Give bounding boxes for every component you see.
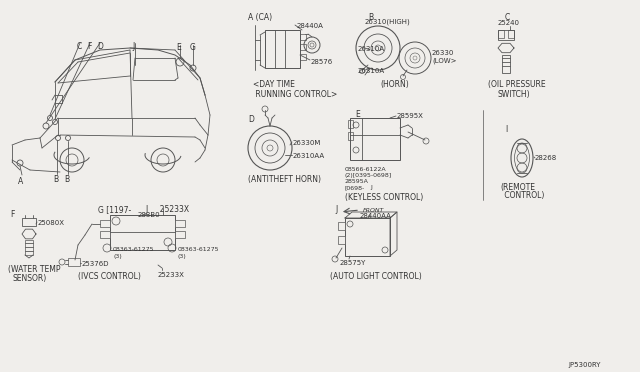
Text: (3): (3) xyxy=(178,254,187,259)
Text: G: G xyxy=(190,43,196,52)
Text: 26330M: 26330M xyxy=(293,140,321,146)
Text: (IVCS CONTROL): (IVCS CONTROL) xyxy=(78,272,141,281)
Text: 25080X: 25080X xyxy=(38,220,65,226)
Text: 26310AA: 26310AA xyxy=(293,153,325,159)
Text: F: F xyxy=(87,42,92,51)
Text: J: J xyxy=(335,205,337,214)
Bar xyxy=(338,236,345,244)
Text: 25240: 25240 xyxy=(498,20,520,26)
Bar xyxy=(345,218,390,256)
Bar xyxy=(68,258,80,266)
Bar xyxy=(110,215,175,250)
Text: 28268: 28268 xyxy=(535,155,557,161)
Text: (OIL PRESSURE: (OIL PRESSURE xyxy=(488,80,546,89)
Bar xyxy=(300,54,306,60)
Text: (LOW>: (LOW> xyxy=(432,57,456,64)
Bar xyxy=(25,240,33,255)
Text: (HORN): (HORN) xyxy=(380,80,409,89)
Text: I: I xyxy=(505,125,508,134)
Text: A: A xyxy=(18,177,23,186)
Text: 25233X: 25233X xyxy=(155,205,189,214)
Text: (2)[0395-0698]: (2)[0395-0698] xyxy=(345,173,392,178)
Text: SENSOR): SENSOR) xyxy=(12,274,46,283)
Bar xyxy=(300,34,306,40)
Text: FRONT: FRONT xyxy=(363,208,385,213)
Text: B: B xyxy=(64,175,69,184)
Text: E: E xyxy=(355,110,360,119)
Text: 25233X: 25233X xyxy=(158,272,185,278)
Bar xyxy=(175,220,185,227)
Text: RUNNING CONTROL>: RUNNING CONTROL> xyxy=(253,90,337,99)
Text: 28595A: 28595A xyxy=(345,179,369,184)
Bar xyxy=(100,231,110,238)
Text: C: C xyxy=(77,42,83,51)
Text: J: J xyxy=(370,185,372,190)
Bar xyxy=(508,30,514,38)
Bar xyxy=(498,30,514,40)
Text: F: F xyxy=(10,210,14,219)
Text: 28595X: 28595X xyxy=(397,113,424,119)
Text: (AUTO LIGHT CONTROL): (AUTO LIGHT CONTROL) xyxy=(330,272,422,281)
Text: (3): (3) xyxy=(113,254,122,259)
Text: 25376D: 25376D xyxy=(82,261,109,267)
Text: <DAY TIME: <DAY TIME xyxy=(253,80,295,89)
Text: B: B xyxy=(368,13,373,22)
Text: (KEYLESS CONTROL): (KEYLESS CONTROL) xyxy=(345,193,423,202)
Text: 283B0: 283B0 xyxy=(138,212,161,218)
Bar xyxy=(498,30,504,38)
Text: 08363-61275: 08363-61275 xyxy=(178,247,220,252)
Text: G [1197-: G [1197- xyxy=(98,205,131,214)
Text: 08566-6122A: 08566-6122A xyxy=(345,167,387,172)
Text: JP5300RY: JP5300RY xyxy=(568,362,600,368)
Bar xyxy=(348,120,353,128)
Bar xyxy=(502,55,510,73)
Text: 26310A: 26310A xyxy=(358,68,385,74)
Text: D: D xyxy=(248,115,254,124)
Text: C: C xyxy=(505,13,510,22)
Text: CONTROL): CONTROL) xyxy=(502,191,545,200)
Text: 28575Y: 28575Y xyxy=(340,260,366,266)
Text: 26310(HIGH): 26310(HIGH) xyxy=(365,18,411,25)
Text: A (CA): A (CA) xyxy=(248,13,272,22)
Text: [0698-: [0698- xyxy=(345,185,365,190)
Bar xyxy=(22,218,36,226)
Bar xyxy=(338,222,345,230)
Text: (REMOTE: (REMOTE xyxy=(500,183,535,192)
Text: SWITCH): SWITCH) xyxy=(498,90,531,99)
Text: 26330: 26330 xyxy=(432,50,454,56)
Text: (WATER TEMP: (WATER TEMP xyxy=(8,265,61,274)
Bar xyxy=(100,220,110,227)
Bar xyxy=(348,132,353,140)
Bar xyxy=(175,231,185,238)
Text: (ANTITHEFT HORN): (ANTITHEFT HORN) xyxy=(248,175,321,184)
Text: 28576: 28576 xyxy=(311,59,333,65)
Text: 08363-61275: 08363-61275 xyxy=(113,247,154,252)
Text: D: D xyxy=(97,42,103,51)
Text: 28440A: 28440A xyxy=(297,23,324,29)
Text: J: J xyxy=(145,205,147,214)
Text: J: J xyxy=(132,42,134,51)
Bar xyxy=(300,44,306,50)
Bar xyxy=(350,118,400,160)
Text: E: E xyxy=(176,43,180,52)
Text: 26310A: 26310A xyxy=(358,46,385,52)
Text: B: B xyxy=(53,175,58,184)
Bar xyxy=(265,30,300,68)
Text: 28440AA: 28440AA xyxy=(360,213,392,219)
